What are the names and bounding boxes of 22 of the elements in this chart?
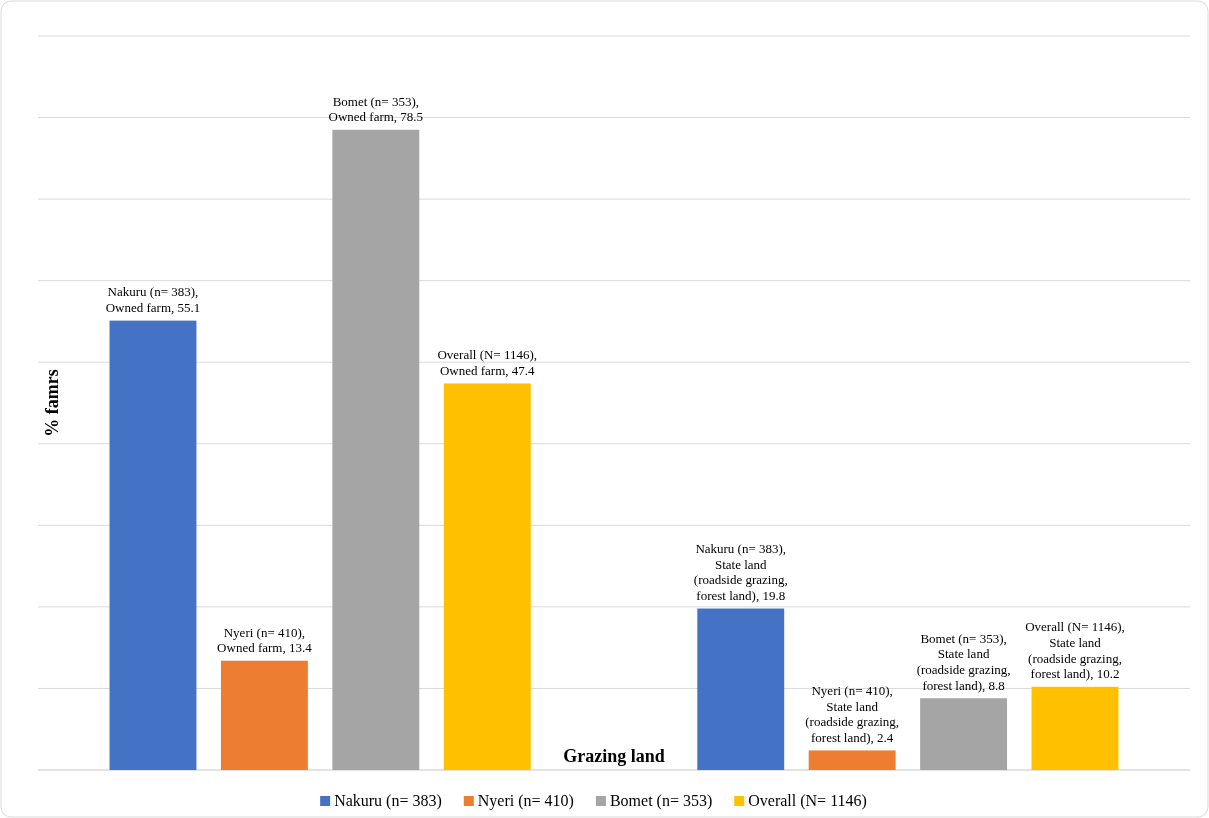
- x-axis-title: Grazing land: [563, 746, 665, 766]
- data-label: Overall (N= 1146), State land (roadside grazing, forest land), 10.2: [1025, 619, 1125, 682]
- legend-label: Nyeri (n= 410): [477, 792, 574, 810]
- y-axis-title: % famrs: [42, 369, 62, 437]
- legend-label: Bomet (n= 353): [609, 792, 713, 810]
- data-label: Bomet (n= 353), Owned farm, 78.5: [328, 93, 424, 125]
- data-label: Bomet (n= 353), State land (roadside grazing, forest land), 8.8: [916, 630, 1011, 693]
- data-label: Overall (N= 1146), Owned farm, 47.4: [437, 347, 538, 378]
- bar: [1031, 686, 1119, 770]
- bar: [443, 383, 531, 770]
- data-label: Nakuru (n= 383), State land (roadside grazing, forest land), 19.8: [693, 541, 788, 603]
- bar: [220, 660, 308, 770]
- bar: [109, 320, 197, 770]
- bar: [332, 129, 420, 770]
- bar: [697, 608, 785, 770]
- data-label: Nyeri (n= 410), Owned farm, 13.4: [217, 624, 313, 656]
- data-label: Nyeri (n= 410), State land (roadside grazing, forest land), 2.4: [805, 683, 900, 745]
- bar: [808, 750, 896, 770]
- data-label: Nakuru (n= 383), Owned farm, 55.1: [105, 284, 201, 316]
- legend-label: Overall (N= 1146): [748, 792, 867, 810]
- bar: [920, 698, 1008, 770]
- legend-label: Nakuru (n= 383): [334, 792, 442, 810]
